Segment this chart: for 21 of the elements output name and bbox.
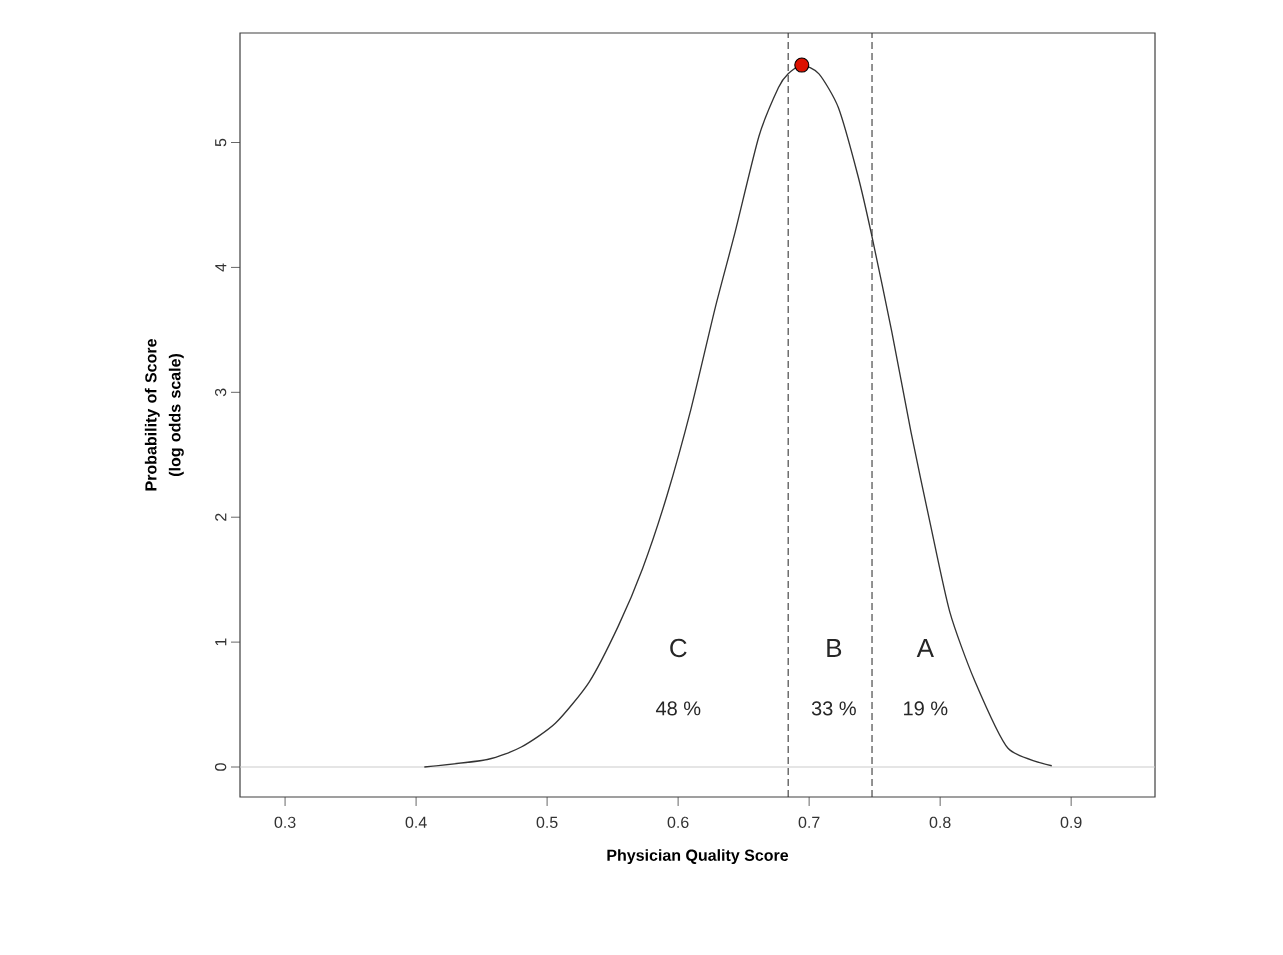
- x-tick-label: 0.9: [1060, 816, 1082, 829]
- annotation: A: [916, 639, 934, 657]
- annotation: 33 %: [811, 701, 856, 716]
- annotation: 48 %: [655, 701, 701, 716]
- y-tick-label: 0: [214, 763, 227, 771]
- x-tick-label: 0.7: [798, 816, 820, 829]
- y-tick-label: 3: [214, 388, 227, 397]
- y-axis-title: Probability of Score (log odds scale): [144, 339, 184, 491]
- x-tick-label: 0.6: [667, 816, 689, 829]
- y-tick-label: 5: [215, 138, 227, 147]
- y-tick-label: 4: [215, 263, 227, 272]
- annotation: C: [670, 638, 687, 658]
- annotation: 19 %: [904, 701, 948, 716]
- x-axis-title: Physician Quality Score: [607, 849, 789, 865]
- annotation: B: [827, 639, 842, 657]
- x-tick-label: 0.4: [405, 816, 427, 829]
- x-tick-label: 0.8: [929, 816, 951, 829]
- y-tick-label: 2: [215, 513, 227, 521]
- y-tick-label: 1: [215, 638, 227, 646]
- x-tick-label: 0.3: [274, 816, 296, 829]
- x-tick-label: 0.5: [536, 816, 558, 829]
